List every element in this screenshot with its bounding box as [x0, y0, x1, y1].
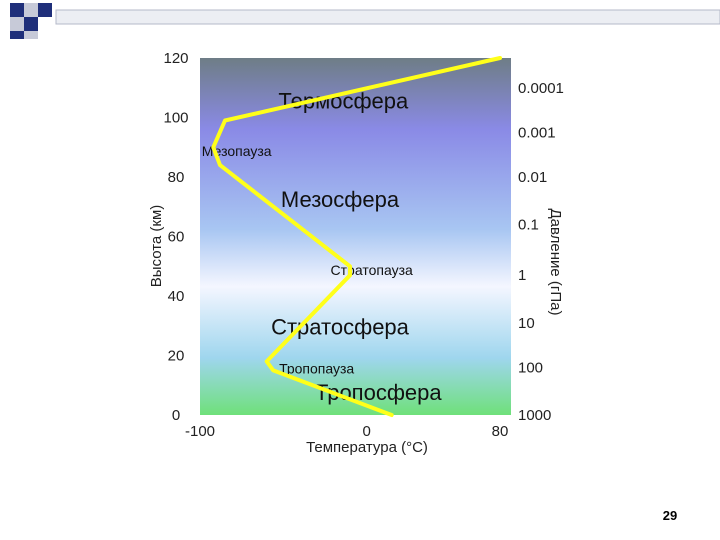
- profile-point: [266, 360, 268, 362]
- x-tick-label: 80: [492, 423, 509, 440]
- y-tick-label: 120: [163, 50, 188, 67]
- y-tick-label: 0: [172, 407, 180, 424]
- profile-point: [349, 274, 351, 276]
- slide-corner-decoration: [10, 3, 720, 39]
- pressure-tick-label: 10: [518, 315, 535, 332]
- pressure-tick-label: 100: [518, 359, 543, 376]
- x-tick-label: 0: [362, 423, 370, 440]
- y-tick-labels: 0 20 40 60 80 100 120: [163, 50, 188, 424]
- pressure-axis-title: Давление (гПа): [547, 209, 564, 316]
- pressure-tick-label: 1000: [518, 407, 551, 424]
- profile-point: [219, 164, 221, 166]
- y-tick-label: 20: [168, 348, 185, 365]
- y-tick-label: 60: [168, 229, 185, 246]
- y-axis-title: Высота (км): [148, 205, 165, 288]
- profile-point: [349, 265, 351, 267]
- x-axis-title: Температура (°C): [306, 439, 428, 456]
- layer-label: Мезосфера: [281, 187, 400, 212]
- profile-point: [212, 146, 214, 148]
- layer-label: Тропопауза: [279, 360, 354, 376]
- pressure-tick-label: 0.1: [518, 217, 539, 234]
- plot-background: [200, 58, 511, 415]
- pressure-tick-label: 0.0001: [518, 80, 564, 97]
- profile-point: [499, 57, 501, 59]
- pressure-tick-labels: 1000 100 10 1 0.1 0.01 0.001 0.0001: [518, 80, 564, 424]
- pressure-tick-label: 0.01: [518, 169, 547, 186]
- layer-label: Мезопауза: [202, 143, 272, 159]
- slide-number: 29: [662, 508, 678, 523]
- pressure-tick-label: 0.001: [518, 124, 556, 141]
- profile-point: [391, 414, 393, 416]
- layer-label: Стратопауза: [331, 262, 413, 278]
- series-group: [211, 56, 502, 417]
- x-tick-label: -100: [185, 423, 215, 440]
- x-tick-labels: -100 0 80: [185, 423, 508, 440]
- pressure-tick-label: 1: [518, 267, 526, 284]
- profile-point: [272, 369, 274, 371]
- profile-point: [224, 119, 226, 121]
- y-tick-label: 100: [163, 110, 188, 127]
- y-tick-label: 40: [168, 288, 185, 305]
- y-tick-label: 80: [168, 169, 185, 186]
